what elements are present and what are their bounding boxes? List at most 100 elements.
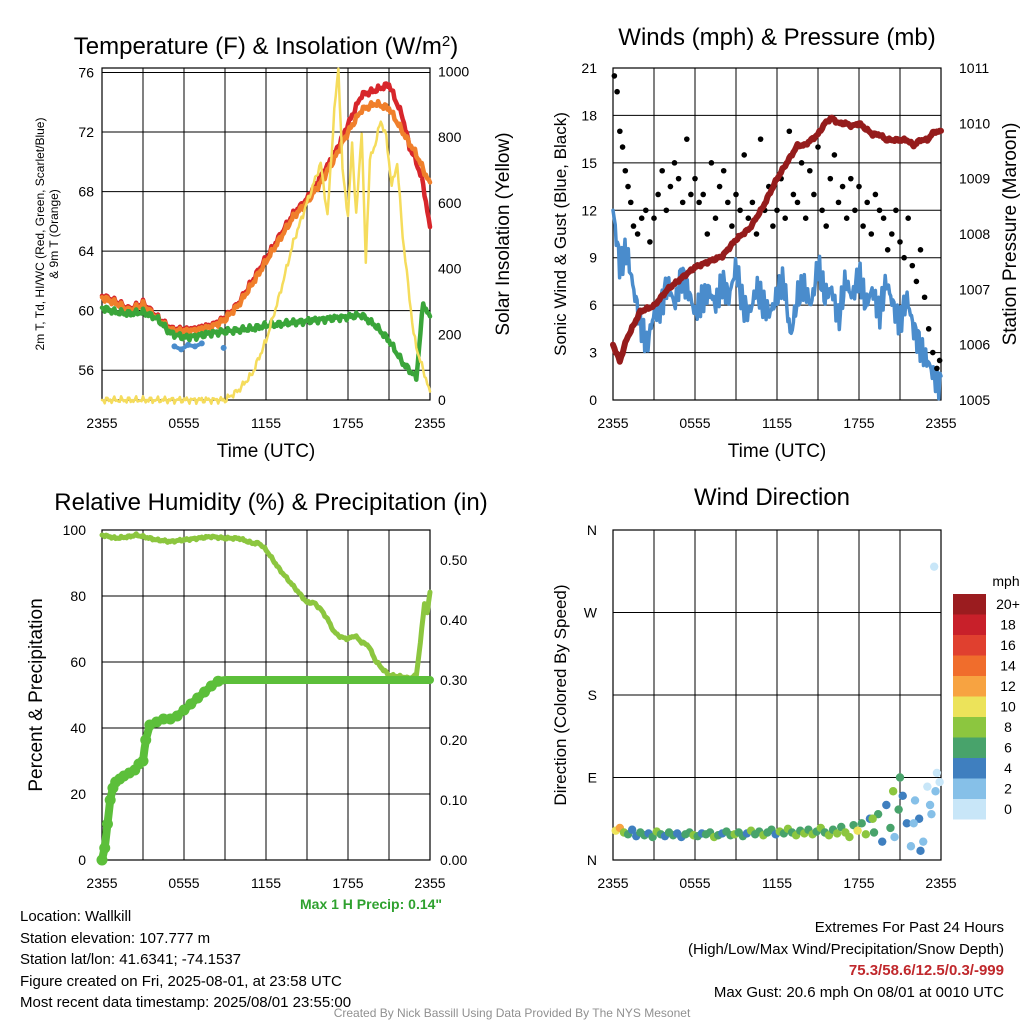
- winds-pressure-series: [610, 114, 944, 365]
- direction-legend-swatch: [953, 655, 986, 676]
- winds-gust-point: [794, 199, 801, 206]
- direction-legend-label: 2: [1004, 781, 1012, 797]
- temperature-xtick-label: 0555: [168, 415, 199, 431]
- winds-gust-point: [786, 128, 793, 135]
- direction-legend-swatch: [953, 594, 986, 615]
- temperature-hiwc-series: [172, 341, 204, 352]
- direction-point: [927, 809, 936, 819]
- temperature-green-series: [99, 301, 433, 382]
- winds-y2tick-label: 1009: [959, 171, 990, 187]
- direction-title: Wind Direction: [694, 484, 850, 511]
- humidity-y2tick-label: 0.40: [440, 612, 467, 628]
- winds-gust-point: [856, 183, 862, 190]
- direction-point: [931, 787, 940, 796]
- winds-gust-point: [913, 278, 920, 285]
- winds-gust-point: [675, 175, 682, 182]
- winds-xtick-label: 2355: [597, 415, 628, 431]
- temperature-y2tick-label: 800: [438, 129, 462, 145]
- temperature-ytick-label: 72: [78, 124, 94, 140]
- direction-point: [886, 823, 895, 833]
- winds-y2tick-label: 1006: [959, 337, 990, 353]
- direction-point: [894, 805, 903, 814]
- direction-xtick-label: 2355: [925, 875, 956, 891]
- direction-legend-label: 8: [1004, 719, 1012, 735]
- temperature-hiwc-point: [220, 344, 227, 351]
- winds-gust-point: [880, 215, 887, 221]
- winds-ytick-label: 6: [589, 297, 597, 313]
- winds-gust-point: [889, 231, 895, 237]
- winds-ytick-label: 21: [581, 60, 597, 76]
- winds-gust-point: [753, 231, 760, 237]
- winds-y2label: Station Pressure (Maroon): [1000, 123, 1021, 346]
- direction-point: [935, 777, 944, 787]
- humidity-precip-point: [137, 755, 149, 767]
- winds-gust-point: [617, 128, 623, 135]
- humidity-y2tick-label: 0.50: [440, 552, 467, 568]
- winds-gust-point: [684, 136, 690, 142]
- temperature-y2tick-label: 0: [438, 392, 446, 408]
- direction-point: [916, 846, 925, 856]
- created-text: Figure created on Fri, 2025-08-01, at 23…: [20, 972, 342, 990]
- humidity-precip-point: [212, 675, 224, 687]
- direction-xtick-label: 1155: [762, 875, 792, 891]
- winds-gust-point: [921, 294, 928, 301]
- direction-legend-label: 16: [1000, 637, 1016, 653]
- winds-xtick-label: 2355: [925, 415, 956, 431]
- winds-gust-point: [622, 167, 629, 174]
- direction-legend-label: 12: [1000, 678, 1016, 694]
- winds-ytick-label: 9: [589, 250, 597, 266]
- direction-legend-swatch: [953, 717, 986, 738]
- temperature-xlabel: Time (UTC): [217, 441, 316, 462]
- winds-xtick-label: 0555: [679, 415, 710, 431]
- winds-gust-point: [852, 207, 858, 214]
- winds-y2tick-label: 1007: [959, 281, 990, 297]
- winds-gust-point: [671, 160, 678, 166]
- direction-ytick-label: N: [587, 852, 597, 868]
- credit-text: Created By Nick Bassill Using Data Provi…: [333, 1006, 691, 1020]
- winds-gust-point: [925, 326, 932, 332]
- winds-gust-point: [897, 239, 903, 245]
- temperature-y2tick-label: 1000: [438, 63, 469, 79]
- direction-legend-swatch: [953, 737, 986, 758]
- winds-ytick-label: 0: [589, 392, 597, 408]
- elevation-text: Station elevation: 107.777 m: [20, 929, 211, 947]
- temperature-ytick-label: 76: [78, 64, 94, 80]
- winds-y2tick-label: 1011: [959, 60, 989, 76]
- winds-gust-point: [716, 183, 723, 190]
- humidity-xtick-label: 2355: [86, 875, 117, 891]
- winds-y2tick-label: 1008: [959, 226, 990, 242]
- direction-point: [868, 814, 877, 823]
- winds-gust-point: [848, 175, 854, 182]
- direction-legend-label: 18: [1000, 617, 1016, 633]
- winds-gust-point: [667, 183, 674, 190]
- winds-y2tick-label: 1010: [959, 115, 990, 131]
- temperature-ytick-label: 60: [78, 303, 94, 319]
- temperature-yellow-series: [100, 67, 432, 406]
- latlon-text: Station lat/lon: 41.6341; -74.1537: [20, 951, 242, 968]
- direction-point: [906, 842, 916, 851]
- winds-gust-point: [700, 191, 706, 198]
- winds-ytick-label: 18: [581, 107, 597, 123]
- winds-gust-point: [611, 73, 618, 79]
- humidity-y2tick-label: 0.10: [440, 792, 467, 808]
- winds-xtick-label: 1155: [762, 415, 792, 431]
- temperature-ylabel: 2m T, Td, HI/WC (Red, Green, Scarlet/Blu…: [33, 118, 61, 351]
- location-text: Location: Wallkill: [20, 908, 132, 925]
- direction-point: [910, 796, 920, 805]
- winds-gust-point: [651, 215, 657, 221]
- winds-gust-point: [729, 223, 735, 229]
- humidity-ytick-label: 80: [70, 588, 86, 604]
- winds-gust-point: [655, 191, 661, 198]
- humidity-ytick-label: 40: [70, 720, 86, 736]
- winds-gust-point: [770, 223, 776, 229]
- humidity-precip-point: [99, 842, 111, 854]
- direction-point: [832, 829, 842, 838]
- direction-legend-swatch: [953, 635, 986, 656]
- direction-point: [845, 832, 854, 842]
- humidity-precip-point: [96, 854, 108, 866]
- temperature-ytick-label: 68: [78, 184, 94, 200]
- winds-gust-point: [909, 262, 916, 269]
- winds-gust-point: [733, 191, 739, 198]
- direction-legend-swatch: [953, 696, 986, 717]
